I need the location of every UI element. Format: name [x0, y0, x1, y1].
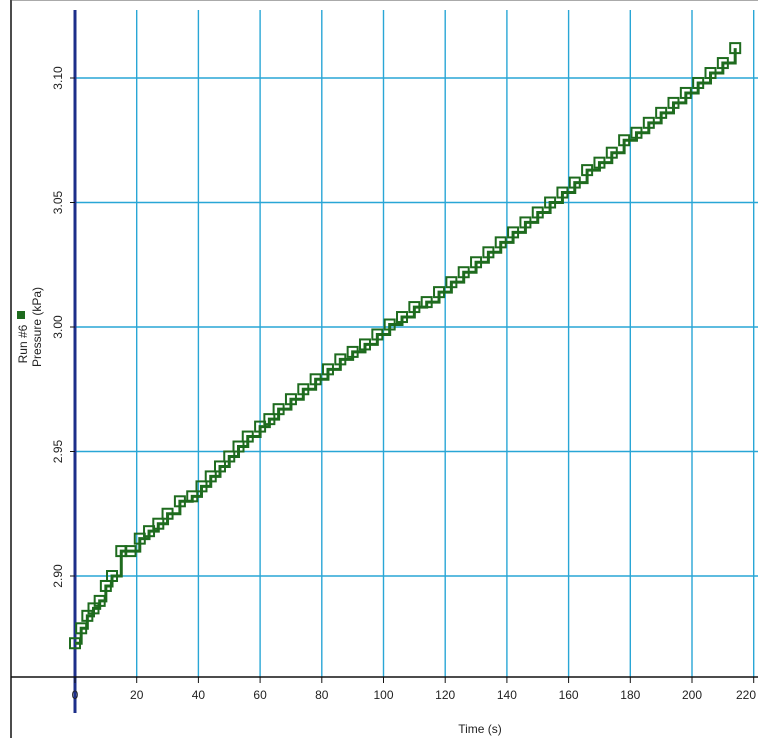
- x-tick-label: 60: [253, 688, 267, 702]
- data-point: [272, 403, 285, 416]
- data-point: [667, 96, 680, 109]
- data-point: [161, 507, 174, 520]
- data-point: [213, 460, 226, 473]
- data-point: [223, 450, 236, 463]
- legend-swatch: [17, 311, 25, 319]
- data-point: [692, 76, 705, 89]
- y-axis-label: Pressure (kPa): [30, 287, 44, 367]
- data-point: [81, 609, 94, 622]
- data-point: [186, 490, 199, 503]
- data-point: [457, 266, 470, 279]
- x-tick-label: 80: [315, 688, 329, 702]
- data-point: [716, 57, 729, 70]
- data-point: [470, 256, 483, 269]
- data-point: [232, 440, 245, 453]
- x-tick-label: 0: [72, 688, 79, 702]
- data-point: [556, 186, 569, 199]
- x-axis-label: Time (s): [458, 722, 502, 736]
- data-point: [507, 226, 520, 239]
- x-tick-label: 40: [192, 688, 206, 702]
- axes: [10, 0, 758, 738]
- data-point: [133, 532, 146, 545]
- data-point: [346, 345, 359, 358]
- data-point: [642, 116, 655, 129]
- data-point: [204, 470, 217, 483]
- x-tick-label: 140: [497, 688, 517, 702]
- data-point: [99, 579, 112, 592]
- data-point: [679, 86, 692, 99]
- data-point: [93, 594, 106, 607]
- data-point: [618, 134, 631, 147]
- data-point: [69, 637, 81, 650]
- data-point: [195, 480, 208, 493]
- data-point: [655, 106, 668, 119]
- data-point: [284, 393, 297, 406]
- data-point: [605, 146, 618, 159]
- data-point: [494, 236, 507, 249]
- x-tick-label: 180: [620, 688, 640, 702]
- data-point: [106, 570, 119, 582]
- data-point: [383, 318, 396, 331]
- series-line: [75, 48, 737, 645]
- x-tick-labels: 0 20 40 60 80 100 120 140 160 180 200 220: [72, 677, 756, 702]
- x-tick-label: 100: [373, 688, 393, 702]
- data-point: [358, 338, 371, 351]
- data-point: [568, 176, 581, 189]
- data-point: [371, 328, 384, 341]
- data-point: [87, 602, 100, 615]
- data-point: [630, 126, 643, 139]
- x-tick-label: 20: [130, 688, 144, 702]
- data-point: [433, 286, 446, 299]
- data-point: [124, 545, 137, 558]
- x-tick-label: 200: [682, 688, 702, 702]
- series-plot: [69, 42, 742, 650]
- data-point: [729, 42, 742, 55]
- data-point: [173, 495, 186, 508]
- data-point: [445, 276, 458, 289]
- data-point: [241, 430, 254, 443]
- data-point: [75, 622, 88, 635]
- y-tick-label: 2.95: [51, 439, 65, 463]
- x-tick-label: 220: [736, 688, 756, 702]
- grid: [75, 10, 758, 677]
- data-point: [704, 67, 717, 80]
- y-tick-label: 2.90: [51, 564, 65, 588]
- legend-series-name: Run #6: [16, 324, 30, 363]
- data-point: [544, 196, 557, 209]
- data-point: [482, 246, 495, 259]
- data-point: [152, 517, 165, 530]
- legend: [17, 311, 25, 319]
- data-point: [297, 383, 310, 396]
- data-point: [519, 216, 532, 229]
- y-tick-label: 3.00: [51, 315, 65, 339]
- data-point: [143, 525, 156, 538]
- data-point: [420, 296, 433, 309]
- y-tick-label: 3.10: [51, 66, 65, 90]
- data-point: [263, 413, 276, 426]
- data-point: [531, 206, 544, 219]
- y-tick-label: 3.05: [51, 190, 65, 214]
- y-tick-labels: 2.90 2.95 3.00 3.05 3.10: [51, 66, 75, 588]
- data-point: [334, 353, 347, 366]
- data-point: [593, 156, 606, 169]
- data-point: [396, 311, 409, 324]
- data-point: [408, 301, 421, 314]
- data-point: [321, 363, 334, 376]
- x-tick-label: 160: [559, 688, 579, 702]
- data-point: [309, 373, 322, 386]
- data-point: [581, 164, 594, 177]
- data-point: [254, 420, 267, 433]
- x-tick-label: 120: [435, 688, 455, 702]
